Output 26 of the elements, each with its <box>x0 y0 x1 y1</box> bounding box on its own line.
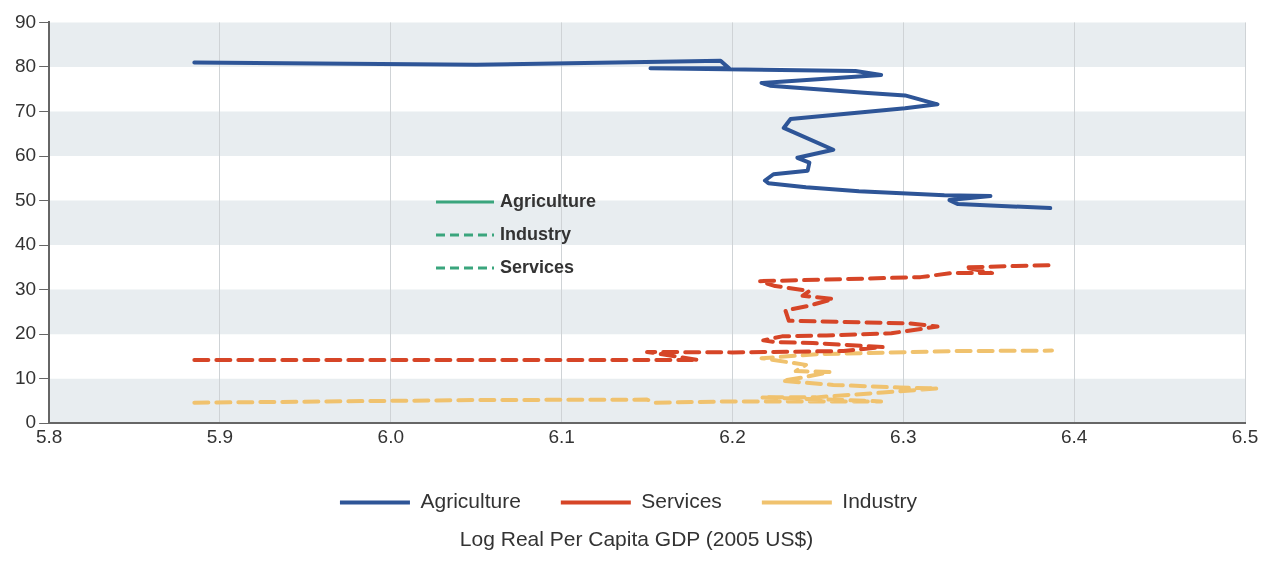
x-tick-label: 6.0 <box>377 425 405 447</box>
legend-label: Industry <box>842 489 918 513</box>
annotation: Industry <box>500 224 572 245</box>
y-tick-label: 80 <box>14 55 37 77</box>
x-tick-label: 6.1 <box>548 425 575 447</box>
x-tick-label: 5.9 <box>206 425 234 447</box>
legend-label: Services <box>641 489 722 513</box>
y-tick-label: 10 <box>14 366 37 388</box>
x-tick-label: 6.4 <box>1060 425 1088 447</box>
x-tick-label: 6.5 <box>1231 425 1259 447</box>
y-tick-label: 20 <box>14 322 37 344</box>
annotation: Services <box>500 257 575 278</box>
x-tick-label: 6.2 <box>719 425 746 447</box>
y-tick-label: 90 <box>14 10 37 32</box>
y-tick-label: 60 <box>14 144 37 166</box>
line-series <box>192 348 1054 405</box>
y-tick-label: 30 <box>14 277 37 299</box>
x-tick-label: 6.3 <box>890 425 917 447</box>
y-tick-label: 0 <box>25 411 37 433</box>
legend-label: Agriculture <box>420 489 521 513</box>
y-tick-label: 70 <box>14 99 37 121</box>
y-tick-label: 50 <box>14 188 37 210</box>
y-tick-label: 40 <box>14 233 37 255</box>
annotation: Agriculture <box>500 191 597 212</box>
x-tick-label: 5.8 <box>35 425 63 447</box>
x-axis-title: Log Real Per Capita GDP (2005 US$) <box>458 527 815 551</box>
